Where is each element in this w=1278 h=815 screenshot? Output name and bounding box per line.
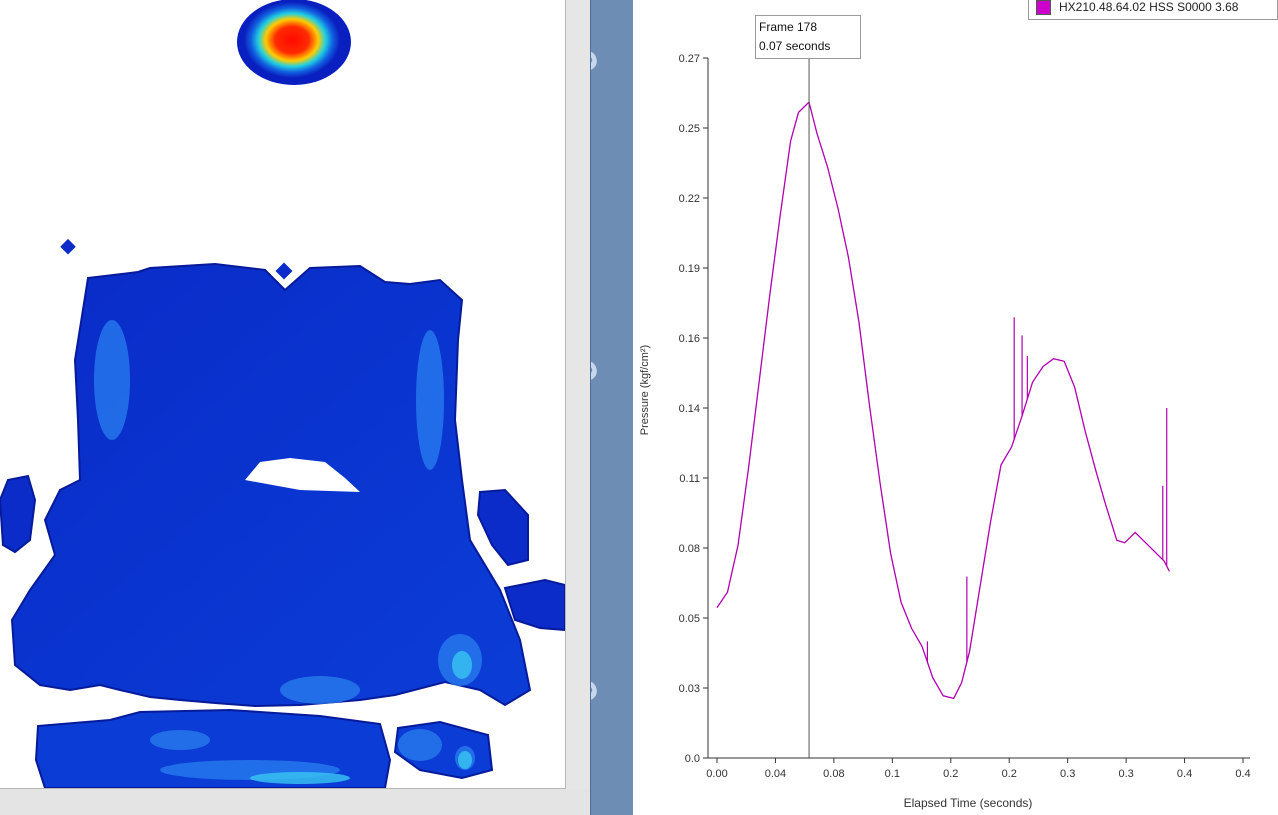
y-axis-label: Pressure (kgf/cm²)	[639, 344, 651, 436]
pane-splitter[interactable]: 8.0 8.0 8.0	[590, 0, 634, 815]
pressure-map-view[interactable]	[0, 0, 566, 789]
y-tick-label: 0.14	[679, 403, 700, 415]
frame-number: Frame 178	[759, 20, 818, 34]
x-axis-label: Elapsed Time (seconds)	[903, 796, 1033, 810]
pressure-region-center-hole	[245, 458, 360, 492]
y-tick-label: 0.25	[679, 123, 700, 135]
y-tick-label: 0.22	[679, 193, 700, 205]
x-tick-label: 0.3	[1118, 768, 1133, 780]
pressure-region-dot	[60, 238, 76, 255]
x-tick-label: 0.08	[823, 768, 844, 780]
chart-series-layer	[716, 100, 1170, 700]
legend-label: HX210.48.64.02 HSS S0000 3.68	[1059, 0, 1239, 14]
y-tick-label: 0.03	[679, 683, 700, 695]
pressure-series-line	[716, 100, 1170, 700]
frame-time: 0.07 seconds	[759, 39, 831, 53]
x-tick-label: 0.4	[1177, 768, 1192, 780]
pressure-region-right-edge	[503, 578, 565, 632]
pressure-graph-view[interactable]	[633, 0, 1278, 815]
x-tick-label: 0.2	[1002, 768, 1017, 780]
y-tick-label: 0.16	[679, 333, 700, 345]
x-tick-label: 0.2	[943, 768, 958, 780]
pressure-hotspot-core	[244, 2, 340, 78]
y-tick-label: 0.11	[679, 473, 700, 485]
x-tick-label: 0.00	[706, 768, 727, 780]
x-tick-label: 0.1	[885, 768, 900, 780]
pressure-region-left-blob	[0, 474, 37, 554]
x-tick-label: 0.4	[1235, 768, 1250, 780]
y-tick-label: 0.08	[679, 543, 700, 555]
pressure-region-right-blob	[476, 488, 529, 567]
pressure-map-canvas	[0, 0, 565, 788]
y-tick-label: 0.05	[679, 613, 700, 625]
y-tick-label: 0.27	[679, 53, 700, 65]
pressure-region-dot	[275, 262, 293, 280]
legend-swatch	[1036, 0, 1051, 15]
x-tick-label: 0.04	[765, 768, 786, 780]
chart-legend[interactable]: HX210.48.64.02 HSS S0000 3.68	[1028, 0, 1278, 20]
y-tick-label: 0.19	[679, 263, 700, 275]
pressure-cyan-highlights	[250, 651, 472, 784]
y-tick-label: 0.0	[685, 753, 700, 765]
chart-axes: 0.0 0.03 0.05 0.08 0.11 0.14 0.16 0.19 0.22 0.25 0…	[679, 53, 1251, 780]
status-bar	[0, 789, 590, 815]
x-tick-label: 0.3	[1060, 768, 1075, 780]
frame-cursor-label: Frame 178 0.07 seconds	[755, 15, 861, 59]
pressure-region-main	[10, 262, 532, 708]
